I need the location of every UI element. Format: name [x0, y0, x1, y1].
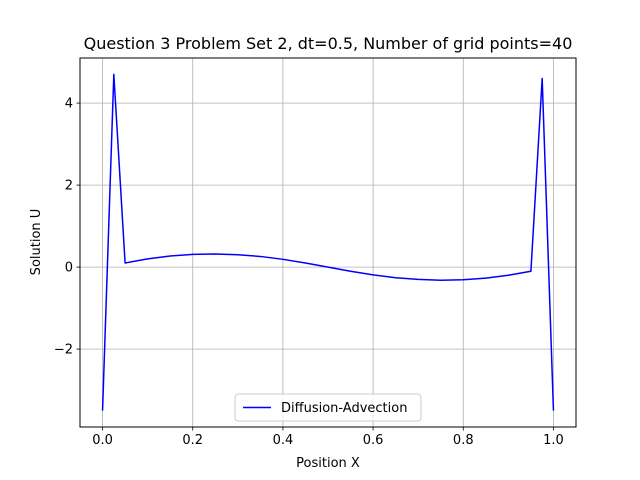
x-tick-label: 0.8: [453, 433, 474, 448]
x-tick-label: 0.6: [363, 433, 384, 448]
legend-label-diffusion-advection: Diffusion-Advection: [281, 401, 407, 416]
x-axis-label: Position X: [296, 456, 360, 471]
y-tick-label: 0: [65, 261, 73, 276]
plot-area-frame: [79, 57, 577, 428]
x-tick-label: 0.4: [273, 433, 294, 448]
series-layer: [101, 73, 555, 411]
y-tick-label: 2: [65, 179, 73, 194]
legend-box: [234, 393, 422, 422]
legend: Diffusion-Advection: [234, 393, 422, 422]
grid-lines: [80, 58, 576, 427]
y-tick-label: 4: [65, 97, 73, 112]
y-axis-label: Solution U: [29, 209, 44, 276]
x-tick-label: 0.2: [182, 433, 203, 448]
y-tick-label: −2: [54, 343, 73, 358]
axis-ticks: 0.0 0.2 0.4 0.6 0.8 1.0 −2 0 2 4: [54, 97, 564, 448]
chart-title: Question 3 Problem Set 2, dt=0.5, Number…: [84, 34, 573, 53]
x-tick-label: 0.0: [92, 433, 113, 448]
x-tick-label: 1.0: [543, 433, 564, 448]
series-line-diffusion-advection: [101, 73, 555, 411]
